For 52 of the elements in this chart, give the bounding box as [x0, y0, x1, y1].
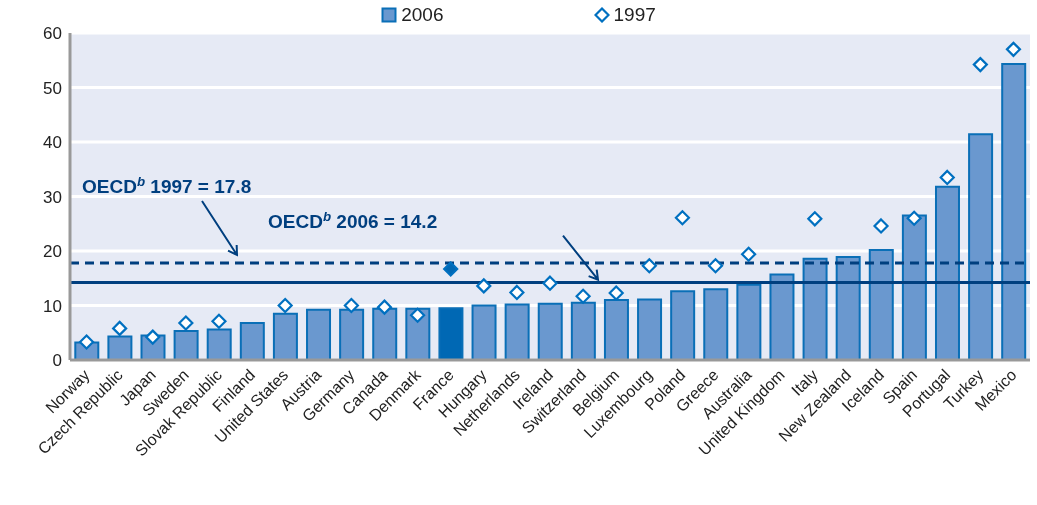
point	[145, 329, 161, 345]
y-tick-label: 20	[43, 242, 62, 262]
point	[939, 169, 955, 186]
bar	[471, 304, 497, 360]
point	[542, 275, 558, 291]
point	[277, 297, 293, 314]
bar	[239, 321, 265, 360]
ref-line-label: OECD$^{b}$ 2006 = 14.2	[268, 208, 438, 232]
bar	[802, 257, 828, 360]
point	[608, 285, 624, 301]
bar	[968, 133, 994, 360]
bar	[835, 256, 861, 360]
point	[343, 297, 359, 314]
point	[741, 246, 757, 262]
bar	[670, 290, 696, 360]
point	[409, 307, 426, 323]
bar	[868, 248, 894, 360]
point	[112, 320, 128, 336]
point	[641, 258, 657, 274]
point	[509, 284, 525, 301]
ref-line-label: OECD$^{b}$ 1997 = 17.8	[82, 173, 252, 197]
point	[906, 210, 922, 226]
point	[178, 315, 194, 331]
point	[707, 258, 724, 274]
point	[575, 288, 591, 304]
point	[807, 211, 823, 227]
point	[376, 299, 393, 315]
bar	[306, 308, 332, 360]
y-tick-label: 30	[43, 187, 62, 207]
bar	[736, 283, 762, 360]
bar	[901, 214, 927, 360]
point	[443, 261, 459, 277]
bar	[1001, 63, 1027, 360]
legend-label: 1997	[613, 4, 656, 26]
point	[211, 313, 227, 329]
y-tick-label: 0	[52, 351, 62, 371]
bar	[504, 303, 530, 360]
y-tick-label: 50	[43, 78, 62, 98]
bar	[703, 288, 729, 360]
bar	[769, 273, 795, 360]
point	[476, 278, 492, 294]
y-tick-label: 40	[43, 133, 62, 153]
bar	[438, 307, 464, 360]
bar	[537, 302, 563, 360]
y-tick-label: 60	[43, 24, 62, 44]
legend-label: 2006	[401, 4, 444, 26]
bar	[637, 298, 663, 360]
point	[972, 57, 988, 73]
point	[674, 210, 691, 226]
point	[873, 218, 889, 234]
point	[1005, 41, 1022, 57]
y-tick-label: 10	[43, 296, 62, 316]
